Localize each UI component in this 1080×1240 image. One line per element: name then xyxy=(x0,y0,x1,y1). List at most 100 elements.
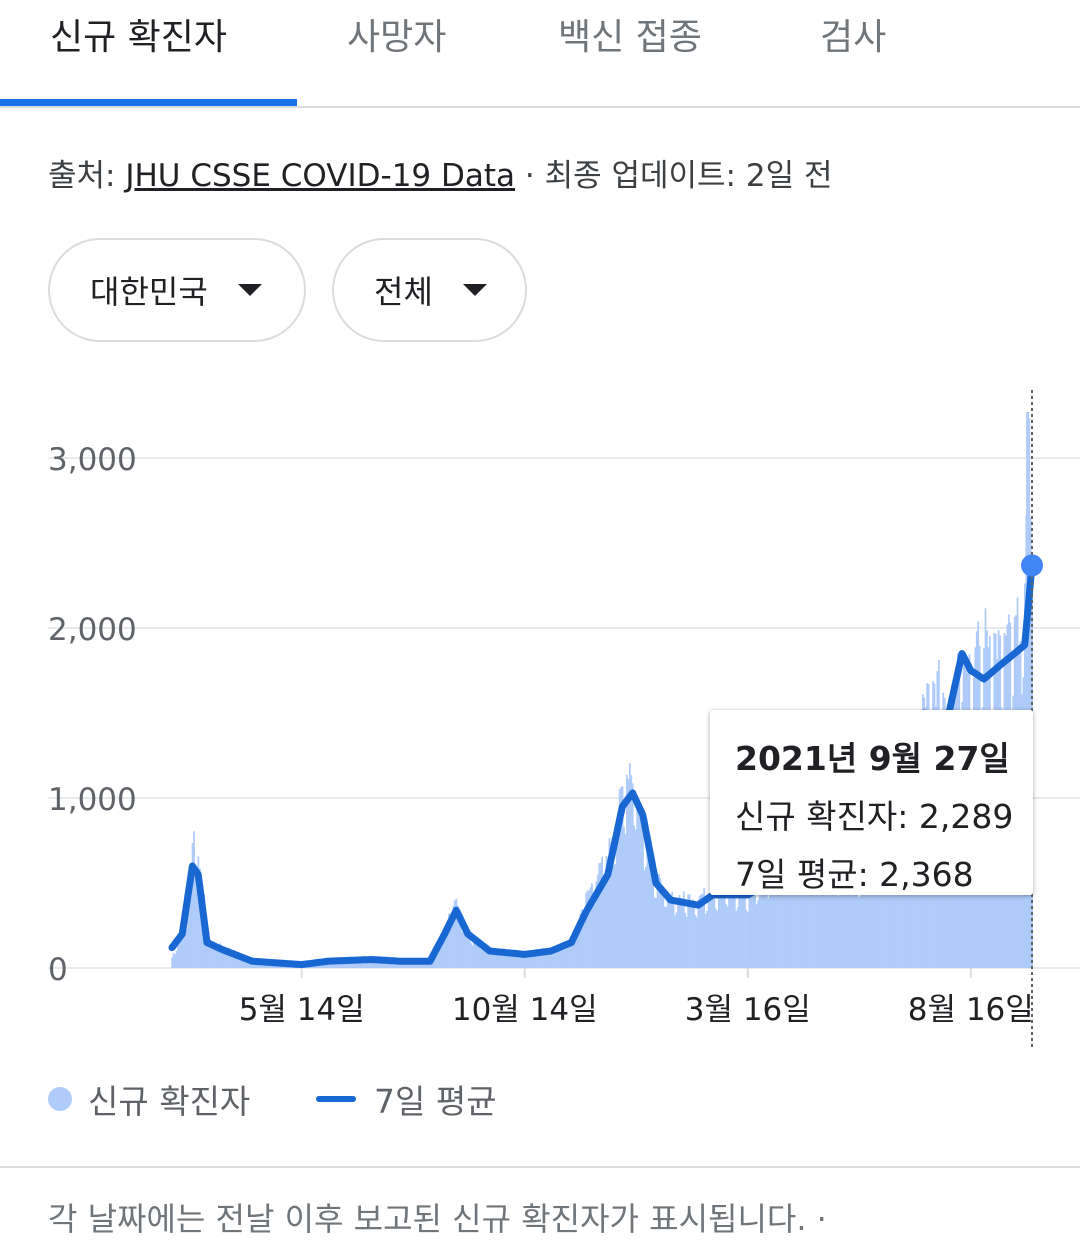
case-bar xyxy=(507,951,510,968)
tab-vaccinations[interactable]: 백신 접종 xyxy=(558,17,702,58)
case-bar xyxy=(833,859,835,968)
case-bar xyxy=(817,890,819,968)
tab-new-cases[interactable]: 신규 확진자 xyxy=(50,17,228,58)
case-bar xyxy=(599,862,602,968)
case-bar xyxy=(643,869,646,968)
case-bar xyxy=(779,861,781,968)
legend-cases-label: 신규 확진자 xyxy=(88,1082,251,1121)
case-bar xyxy=(611,838,614,968)
tab-deaths[interactable]: 사망자 xyxy=(347,17,447,58)
case-bar xyxy=(840,860,843,968)
source-link[interactable]: JHU CSSE COVID-19 Data xyxy=(125,158,516,194)
dropdown-arrow-icon xyxy=(462,284,487,296)
case-bar xyxy=(531,956,534,968)
case-bar xyxy=(177,940,179,968)
case-bar xyxy=(677,901,679,968)
case-bar xyxy=(849,885,851,968)
case-bar xyxy=(500,955,503,968)
case-bar xyxy=(640,814,643,968)
case-bar xyxy=(395,961,398,968)
case-bar xyxy=(187,893,190,968)
case-bar xyxy=(681,898,684,968)
case-bar xyxy=(445,924,448,968)
case-bar xyxy=(885,854,888,968)
case-bar xyxy=(620,787,622,968)
case-bar xyxy=(462,923,465,968)
case-bar xyxy=(239,955,242,968)
case-bar xyxy=(614,863,617,968)
case-bar xyxy=(220,945,223,968)
case-bar xyxy=(449,924,452,968)
case-bar xyxy=(572,943,574,968)
scope-dropdown[interactable]: 전체 xyxy=(332,238,527,342)
case-bar xyxy=(566,942,569,968)
case-bar xyxy=(892,858,895,968)
case-bar xyxy=(489,950,491,968)
case-bar xyxy=(556,948,558,968)
case-bar xyxy=(631,783,634,968)
case-bar xyxy=(630,775,633,968)
case-bar xyxy=(815,860,818,968)
case-bar xyxy=(588,890,590,968)
case-bar xyxy=(884,852,886,968)
case-bar xyxy=(741,886,743,968)
case-bar xyxy=(707,895,710,968)
case-bar xyxy=(241,955,243,968)
case-bar xyxy=(799,855,802,968)
y-tick-label: 1,000 xyxy=(48,782,137,818)
case-bar xyxy=(876,857,879,968)
case-bar xyxy=(682,891,685,968)
region-value: 대한민국 xyxy=(90,273,208,311)
case-bar xyxy=(824,867,827,968)
case-bar xyxy=(647,858,650,968)
chart-tooltip: 2021년 9월 27일 신규 확진자: 2,289 7일 평균: 2,368 xyxy=(710,710,1033,895)
case-bar xyxy=(808,884,811,968)
case-bar xyxy=(564,942,567,968)
case-bar xyxy=(328,962,331,968)
case-bar xyxy=(369,961,372,968)
case-bar xyxy=(665,907,668,968)
case-bar xyxy=(231,950,233,968)
case-bar xyxy=(548,951,551,968)
case-bar xyxy=(423,962,426,968)
case-bar xyxy=(577,920,580,968)
case-bar xyxy=(212,942,214,968)
case-bar xyxy=(696,917,698,968)
case-bar xyxy=(879,890,882,968)
case-bar xyxy=(439,945,442,968)
case-bar xyxy=(596,874,599,968)
case-bar xyxy=(712,889,714,968)
case-bar xyxy=(585,892,587,968)
case-bar xyxy=(420,963,423,968)
case-bar xyxy=(515,953,518,968)
case-bar xyxy=(518,953,520,968)
tab-tests[interactable]: 검사 xyxy=(820,17,887,58)
legend-dot-icon xyxy=(48,1087,72,1111)
case-bar xyxy=(362,960,364,968)
case-bar xyxy=(375,959,378,968)
case-bar xyxy=(225,952,227,968)
case-bar xyxy=(1026,412,1030,969)
case-bar xyxy=(537,951,539,968)
case-bar xyxy=(407,961,410,968)
case-bar xyxy=(419,963,421,968)
case-bar xyxy=(663,906,666,968)
case-bar xyxy=(853,873,856,968)
case-bar xyxy=(352,960,354,968)
case-bar xyxy=(185,928,188,968)
case-bar xyxy=(470,942,472,968)
case-bar xyxy=(385,960,388,968)
case-bar xyxy=(334,960,337,968)
case-bar xyxy=(353,959,356,968)
case-bar xyxy=(387,960,389,968)
case-bar xyxy=(720,884,723,968)
case-bar xyxy=(350,959,353,968)
case-bar xyxy=(714,908,717,968)
case-bar xyxy=(891,858,894,968)
case-bar xyxy=(544,950,547,968)
region-dropdown[interactable]: 대한민국 xyxy=(48,238,306,342)
legend-average-label: 7일 평균 xyxy=(374,1082,497,1121)
case-bar xyxy=(628,763,631,968)
active-tab-indicator xyxy=(0,99,297,106)
case-bar xyxy=(215,948,217,968)
